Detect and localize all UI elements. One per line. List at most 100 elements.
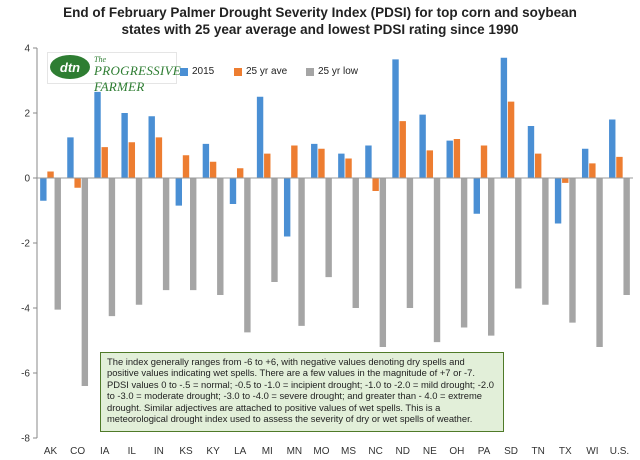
bar-25-yr-ave-MS [345,158,352,178]
legend-label-25-yr-low: 25 yr low [318,66,359,77]
x-tick-label: KS [179,446,193,457]
bar-25-yr-low-PA [488,178,495,336]
bar-25-yr-ave-TX [562,178,569,183]
bar-2015-IA [94,91,101,178]
x-tick-label: TX [559,446,572,457]
bar-25-yr-low-AK [54,178,61,310]
bar-25-yr-low-SD [515,178,522,289]
bar-25-yr-ave-MN [291,145,298,178]
bar-25-yr-low-LA [244,178,251,333]
x-tick-label: NC [368,446,382,457]
legend-swatch-25-yr-low [306,67,314,76]
bar-25-yr-low-ND [406,178,414,308]
bar-2015-MI [256,96,264,178]
bar-25-yr-low-MS [352,178,359,308]
x-tick-label: KY [206,446,220,457]
bar-25-yr-ave-KS [182,155,190,178]
bar-25-yr-low-NC [379,178,387,347]
x-tick-label: IA [100,446,110,457]
bar-25-yr-low-WI [596,178,603,347]
bar-25-yr-ave-WI [589,163,596,178]
bar-25-yr-ave-CO [74,178,81,188]
bar-2015-KY [202,143,210,178]
bar-25-yr-low-KY [217,178,224,295]
x-tick-label: SD [504,446,518,457]
y-tick-label: 2 [24,109,30,120]
bar-25-yr-ave-OH [453,139,461,178]
y-tick-label: -4 [21,304,30,315]
bar-25-yr-low-MN [298,178,305,326]
x-tick-label: PA [478,446,491,457]
y-tick-label: 0 [24,174,30,185]
chart-title-line-1: End of February Palmer Drought Severity … [63,5,577,20]
bar-25-yr-low-MO [325,178,332,278]
bar-2015-OH [446,140,453,178]
bar-2015-TX [554,178,562,224]
bar-25-yr-ave-SD [507,101,515,178]
bar-2015-IN [148,116,155,178]
bar-25-yr-ave-KY [209,161,217,178]
logo-small-text: The [94,55,106,64]
x-tick-label: IN [154,446,164,457]
x-tick-label: MO [313,446,329,457]
logo-text: PROGRESSIVE FARMER [94,63,182,94]
bar-25-yr-ave-NE [426,150,434,178]
x-tick-label: AK [44,446,58,457]
bar-25-yr-low-OH [460,178,468,328]
x-tick-label: ND [396,446,410,457]
progressive-farmer-logo: dtn The PROGRESSIVE FARMER [47,52,181,94]
x-tick-label: WI [586,446,598,457]
bar-25-yr-ave-MI [264,153,271,178]
bar-25-yr-low-U.S. [623,178,630,295]
y-tick-label: 4 [24,44,30,55]
x-tick-label: MS [341,446,356,457]
bar-25-yr-low-MI [271,178,278,282]
bar-2015-U.S. [609,119,616,178]
legend-swatch-25-yr-ave [234,67,242,76]
bar-2015-PA [473,178,480,214]
bar-2015-WI [581,148,589,178]
x-tick-label: U.S. [610,446,629,457]
bar-25-yr-low-KS [190,178,197,291]
bar-2015-MN [283,178,291,237]
bar-25-yr-ave-IN [155,137,163,178]
bar-25-yr-low-NE [433,178,441,343]
bar-25-yr-ave-IA [101,147,108,178]
bar-25-yr-ave-NC [372,178,379,191]
bar-25-yr-ave-ND [399,121,406,178]
y-tick-label: -2 [21,239,30,250]
bar-2015-IL [121,113,128,178]
bar-25-yr-low-CO [81,178,89,386]
y-tick-label: -6 [21,369,30,380]
x-tick-label: OH [449,446,464,457]
legend-label-2015: 2015 [192,66,215,77]
y-tick-label: -8 [21,434,30,445]
legend-item-25-yr-low: 25 yr low [306,66,358,77]
bar-25-yr-low-IA [108,178,116,317]
legend-item-2015: 2015 [180,66,214,77]
bar-25-yr-low-IN [162,178,170,291]
bar-25-yr-low-TN [542,178,549,305]
bar-2015-CO [67,137,74,178]
bar-2015-NE [419,114,426,178]
legend-swatch-2015 [180,67,188,76]
bar-25-yr-ave-IL [128,142,136,178]
bar-2015-AK [40,178,47,201]
bar-2015-KS [175,178,182,206]
chart-title-line-2: states with 25 year average and lowest P… [121,22,519,37]
x-tick-label: TN [532,446,545,457]
x-tick-label: CO [70,446,85,457]
bar-25-yr-ave-LA [236,168,244,178]
bar-25-yr-ave-MO [318,148,325,178]
x-tick-label: LA [234,446,247,457]
bar-2015-MO [311,143,318,178]
x-tick-label: NE [423,446,437,457]
x-tick-label: IL [128,446,137,457]
legend-label-25-yr-ave: 25 yr ave [246,66,288,77]
bar-25-yr-ave-AK [47,171,54,178]
bar-25-yr-ave-U.S. [616,156,623,178]
bar-25-yr-ave-TN [534,153,542,178]
bar-2015-SD [500,57,508,178]
